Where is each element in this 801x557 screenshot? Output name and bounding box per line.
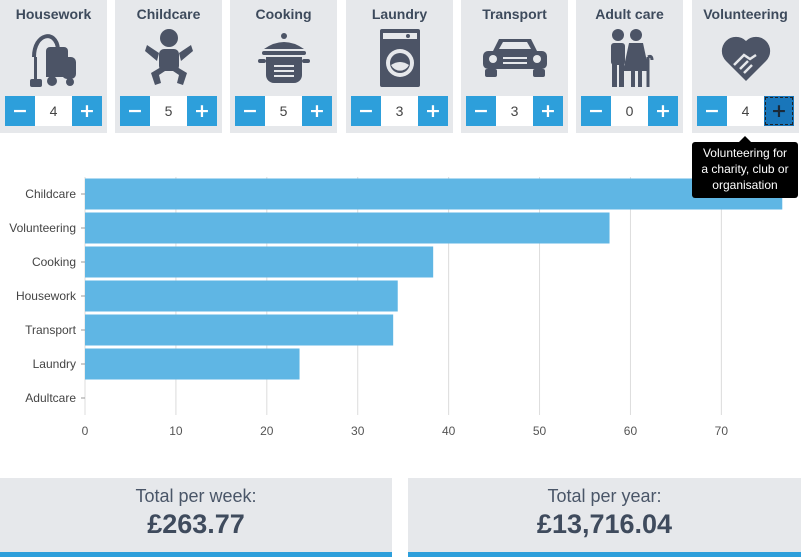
card-title: Housework: [15, 6, 92, 22]
y-category-label: Housework: [16, 289, 77, 303]
card-volunteering: Volunteering − +: [692, 0, 799, 133]
card-childcare: Childcare − +: [115, 0, 222, 133]
bar-cooking: [85, 246, 434, 278]
total-year-value: £13,716.04: [536, 509, 673, 539]
increment-button[interactable]: +: [764, 96, 794, 126]
bar-transport: [85, 314, 394, 346]
vacuum-cleaner-icon: [28, 27, 80, 89]
decrement-button[interactable]: −: [5, 96, 35, 126]
cooking-stepper: − +: [235, 96, 332, 126]
total-per-year-panel: Total per year: £13,716.04: [408, 478, 801, 557]
elderly-couple-icon: [604, 27, 656, 89]
decrement-button[interactable]: −: [697, 96, 727, 126]
laundry-stepper: − +: [351, 96, 448, 126]
decrement-button[interactable]: −: [351, 96, 381, 126]
x-tick-label: 40: [442, 424, 456, 438]
total-week-label: Total per week:: [135, 486, 257, 506]
card-title: Volunteering: [703, 6, 788, 22]
washing-machine-icon: [374, 27, 426, 89]
housework-hours-input[interactable]: [35, 96, 72, 126]
decrement-button[interactable]: −: [581, 96, 611, 126]
tooltip-line: a charity, club or: [701, 162, 789, 176]
transport-hours-input[interactable]: [496, 96, 533, 126]
x-tick-label: 20: [260, 424, 274, 438]
total-per-week-panel: Total per week: £263.77: [0, 478, 392, 557]
card-cooking: Cooking − +: [230, 0, 337, 133]
tooltip-arrow: [739, 136, 751, 142]
transport-stepper: − +: [466, 96, 563, 126]
childcare-hours-input[interactable]: [150, 96, 187, 126]
bar-volunteering: [85, 212, 610, 244]
card-title: Cooking: [255, 6, 312, 22]
increment-button[interactable]: +: [302, 96, 332, 126]
x-tick-label: 60: [624, 424, 638, 438]
housework-stepper: − +: [5, 96, 102, 126]
card-transport: Transport − +: [461, 0, 568, 133]
cooking-pot-icon: [258, 27, 310, 89]
bar-housework: [85, 280, 398, 312]
increment-button[interactable]: +: [533, 96, 563, 126]
cooking-hours-input[interactable]: [265, 96, 302, 126]
adult-care-hours-input[interactable]: [611, 96, 648, 126]
card-title: Laundry: [371, 6, 428, 22]
x-tick-label: 10: [169, 424, 183, 438]
bar-laundry: [85, 348, 300, 380]
y-category-label: Laundry: [33, 357, 76, 371]
volunteering-hours-input[interactable]: [727, 96, 764, 126]
x-tick-label: 0: [82, 424, 89, 438]
card-title: Adult care: [595, 6, 664, 22]
baby-icon: [143, 27, 195, 89]
increment-button[interactable]: +: [648, 96, 678, 126]
adult-care-stepper: − +: [581, 96, 678, 126]
tooltip-line: Volunteering for: [702, 146, 788, 160]
x-tick-label: 70: [715, 424, 729, 438]
y-category-label: Transport: [25, 323, 77, 337]
heart-handshake-icon: [720, 27, 772, 89]
childcare-stepper: − +: [120, 96, 217, 126]
card-adult-care: Adult care − +: [576, 0, 683, 133]
decrement-button[interactable]: −: [235, 96, 265, 126]
tooltip-line: organisation: [712, 178, 778, 192]
decrement-button[interactable]: −: [466, 96, 496, 126]
bar-childcare: [85, 178, 783, 210]
y-category-label: Adultcare: [25, 391, 76, 405]
card-title: Childcare: [136, 6, 201, 22]
hours-bar-chart: 0 10 20 30 40 50 60 70 Childcare Volunteering Cook…: [9, 177, 783, 438]
total-year-accent-bar: [408, 552, 801, 557]
increment-button[interactable]: +: [418, 96, 448, 126]
x-tick-label: 50: [533, 424, 547, 438]
car-icon: [479, 27, 551, 89]
card-title: Transport: [482, 6, 547, 22]
x-tick-label: 30: [351, 424, 365, 438]
volunteering-tooltip: Volunteering for a charity, club or orga…: [692, 142, 798, 198]
y-category-label: Childcare: [25, 187, 76, 201]
card-laundry: Laundry − +: [346, 0, 453, 133]
volunteering-stepper: − +: [697, 96, 794, 126]
y-category-label: Volunteering: [9, 221, 76, 235]
decrement-button[interactable]: −: [120, 96, 150, 126]
y-category-label: Cooking: [32, 255, 76, 269]
total-week-accent-bar: [0, 552, 392, 557]
laundry-hours-input[interactable]: [381, 96, 418, 126]
card-housework: Housework − +: [0, 0, 107, 133]
increment-button[interactable]: +: [187, 96, 217, 126]
total-year-label: Total per year:: [547, 486, 662, 506]
activity-cards: Housework − + Childcare: [0, 0, 801, 133]
increment-button[interactable]: +: [72, 96, 102, 126]
total-week-value: £263.77: [147, 509, 245, 539]
